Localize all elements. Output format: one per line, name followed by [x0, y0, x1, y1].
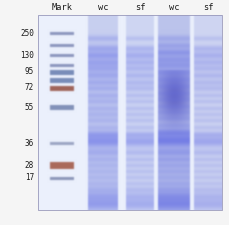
Text: 130: 130 — [20, 50, 34, 59]
Text: 250: 250 — [20, 29, 34, 38]
Bar — [38, 15, 221, 210]
Text: 55: 55 — [25, 103, 34, 112]
Text: 95: 95 — [25, 68, 34, 76]
Text: wc: wc — [168, 3, 178, 12]
Text: sf: sf — [202, 3, 212, 12]
Text: Mark: Mark — [51, 3, 72, 12]
Text: 28: 28 — [25, 160, 34, 169]
Text: 72: 72 — [25, 83, 34, 92]
Text: wc: wc — [97, 3, 108, 12]
Text: sf: sf — [134, 3, 145, 12]
Text: 17: 17 — [25, 173, 34, 182]
Text: 36: 36 — [25, 139, 34, 148]
